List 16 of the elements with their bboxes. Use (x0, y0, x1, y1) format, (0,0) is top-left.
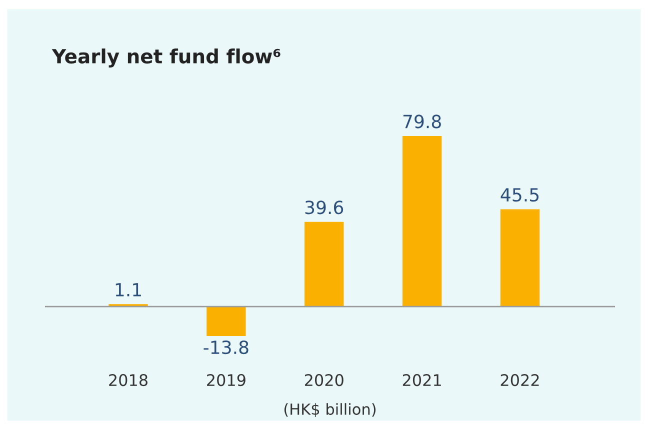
bar (304, 222, 344, 307)
x-tick-label: 2019 (207, 374, 246, 386)
data-label: 39.6 (305, 200, 344, 214)
x-tick-label: 2020 (304, 374, 344, 386)
data-label: 1.1 (116, 283, 141, 296)
bar (402, 136, 442, 307)
data-label: -13.8 (204, 340, 248, 354)
x-tick-label: 2018 (109, 374, 148, 386)
x-tick-label: 2022 (500, 374, 539, 386)
x-axis-title: (HK$ billion) (284, 403, 376, 417)
bar (500, 209, 540, 307)
x-tick-label: 2021 (402, 374, 441, 386)
data-label: 45.5 (500, 188, 539, 202)
data-label: 79.8 (403, 114, 441, 128)
bar (206, 306, 246, 336)
chart-title: Yearly net fund flow⁶ (52, 48, 280, 68)
